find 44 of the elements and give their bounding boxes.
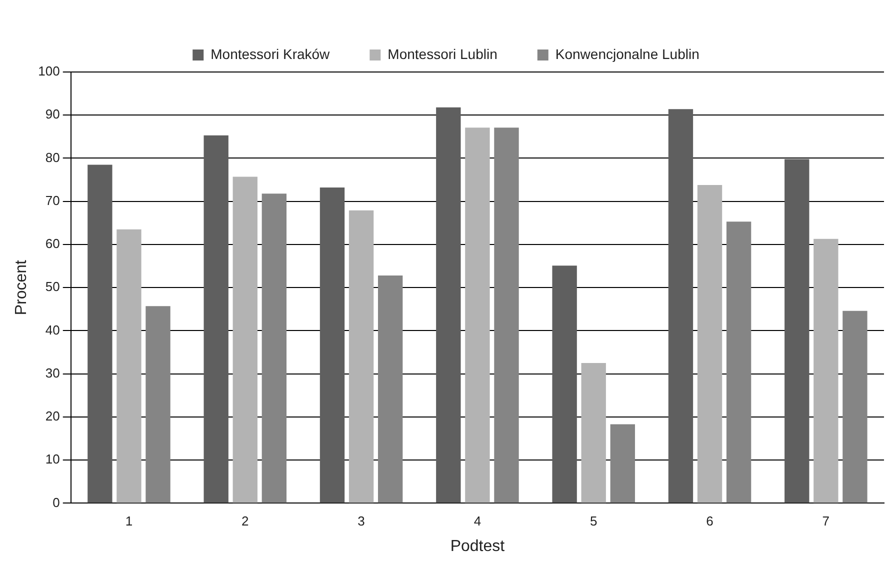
x-tick-label: 3 xyxy=(358,514,365,529)
x-tick-label: 7 xyxy=(822,514,830,529)
bar xyxy=(552,266,577,503)
bar xyxy=(116,229,142,503)
bar xyxy=(465,128,490,503)
bar xyxy=(378,276,403,503)
legend-label: Konwencjonalne Lublin xyxy=(555,46,700,62)
bar xyxy=(697,184,722,503)
bar xyxy=(610,424,635,503)
y-tick-label: 50 xyxy=(45,279,60,294)
y-axis-title: Procent xyxy=(13,259,30,316)
bar xyxy=(88,164,112,503)
bar xyxy=(668,109,694,503)
bar xyxy=(814,238,838,503)
x-tick-label: 6 xyxy=(706,514,714,529)
x-tick-label: 1 xyxy=(125,514,133,529)
bar xyxy=(436,107,461,503)
legend-label: Montessori Lublin xyxy=(388,46,498,62)
x-tick-label: 5 xyxy=(590,514,598,529)
bar xyxy=(494,128,519,503)
bar xyxy=(348,210,374,503)
bar xyxy=(320,188,345,503)
y-tick-label: 20 xyxy=(45,408,60,424)
x-axis-title: Podtest xyxy=(450,538,506,555)
bar xyxy=(726,222,752,503)
y-tick-label: 0 xyxy=(52,494,60,510)
y-tick-label: 10 xyxy=(45,452,60,467)
legend-label: Montessori Kraków xyxy=(210,46,331,62)
y-tick-label: 90 xyxy=(45,106,60,122)
y-tick-label: 80 xyxy=(45,150,60,165)
bar xyxy=(146,306,170,503)
x-tick-label: 4 xyxy=(474,514,482,529)
x-tick-label: 2 xyxy=(242,514,249,529)
y-tick-label: 40 xyxy=(45,322,60,338)
y-tick-label: 100 xyxy=(38,64,60,79)
y-tick-label: 70 xyxy=(45,192,60,208)
bar xyxy=(262,194,287,503)
bar xyxy=(232,176,258,503)
bar xyxy=(204,135,228,503)
bar xyxy=(842,310,868,503)
bar xyxy=(784,159,810,503)
bar xyxy=(581,363,606,503)
y-tick-label: 60 xyxy=(45,236,60,252)
y-tick-label: 30 xyxy=(45,365,60,380)
